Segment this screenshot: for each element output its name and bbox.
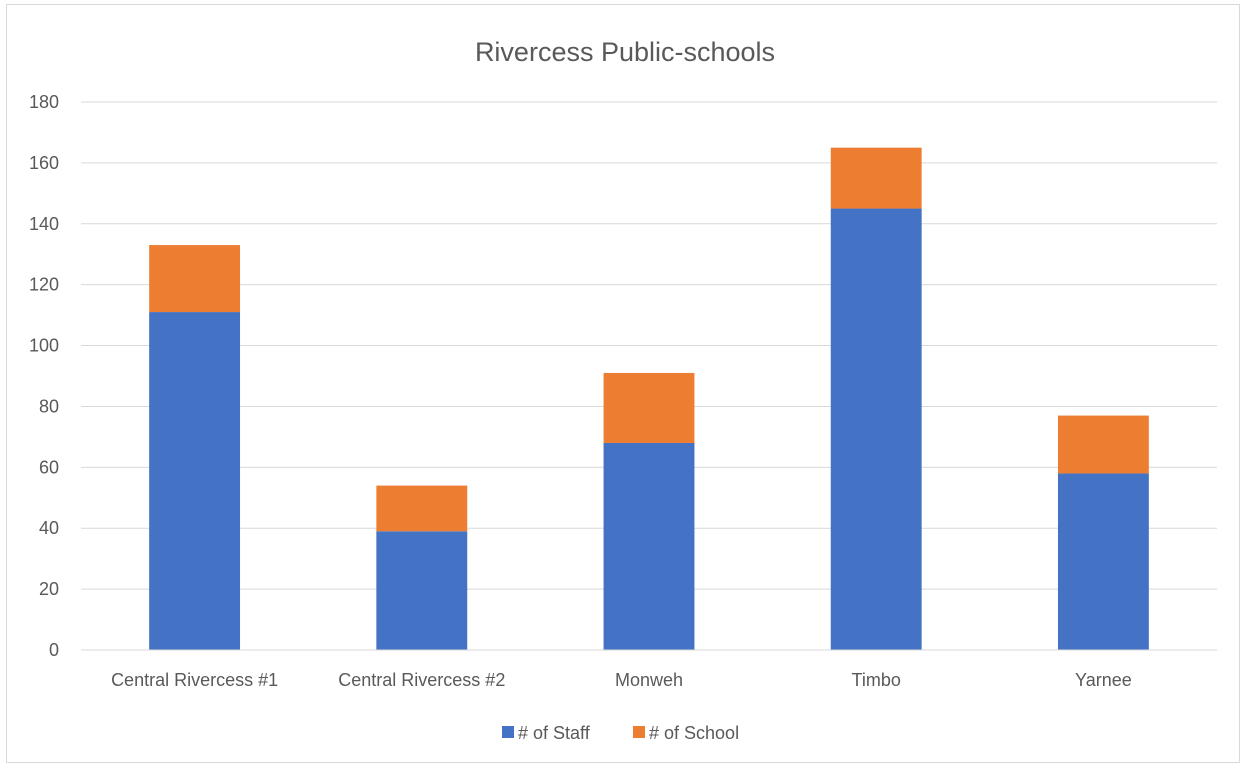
y-tick-label: 180 (29, 92, 59, 112)
bar-school-4 (1057, 415, 1149, 474)
x-category-label: Monweh (615, 670, 683, 690)
x-category-label: Central Rivercess #2 (338, 670, 505, 690)
x-axis-category-labels: Central Rivercess #1 Central Rivercess #2… (111, 670, 1132, 690)
legend-swatch-0 (502, 726, 514, 738)
chart-frame: Rivercess Public-schools 0 20 40 60 80 100 120… (6, 4, 1240, 763)
bar-staff-3 (830, 208, 922, 651)
bar-staff-2 (603, 442, 695, 650)
legend-label-1: # of School (649, 723, 739, 743)
y-tick-label: 120 (29, 275, 59, 295)
bars (149, 147, 1149, 651)
y-axis-tick-labels: 0 20 40 60 80 100 120 140 160 180 (29, 92, 59, 660)
y-tick-label: 140 (29, 214, 59, 234)
bar-school-3 (830, 147, 922, 209)
chart-title: Rivercess Public-schools (475, 37, 775, 67)
bar-staff-4 (1057, 473, 1149, 650)
y-tick-label: 100 (29, 336, 59, 356)
stacked-bar-chart: Rivercess Public-schools 0 20 40 60 80 100 120… (29, 37, 1217, 743)
gridlines (81, 101, 1217, 590)
legend-swatch-1 (633, 726, 645, 738)
y-tick-label: 160 (29, 153, 59, 173)
bar-school-0 (149, 245, 241, 313)
legend-label-0: # of Staff (518, 723, 591, 743)
bar-staff-0 (149, 312, 241, 650)
y-tick-label: 0 (49, 640, 59, 660)
bar-school-2 (603, 372, 695, 443)
bar-school-1 (376, 485, 468, 532)
x-category-label: Timbo (852, 670, 901, 690)
y-tick-label: 60 (39, 457, 59, 477)
y-tick-label: 40 (39, 518, 59, 538)
x-category-label: Central Rivercess #1 (111, 670, 278, 690)
y-tick-label: 20 (39, 579, 59, 599)
y-tick-label: 80 (39, 396, 59, 416)
x-category-label: Yarnee (1075, 670, 1132, 690)
legend: # of Staff # of School (502, 723, 739, 743)
bar-staff-1 (376, 531, 468, 650)
